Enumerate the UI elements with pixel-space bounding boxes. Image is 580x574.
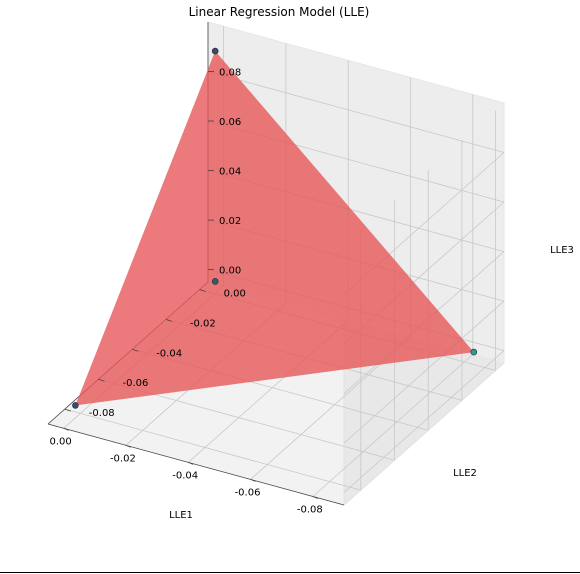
y-tick-mark: [165, 319, 173, 322]
z-grid-x-wall: [343, 300, 505, 444]
x-tick-label: -0.04: [172, 470, 198, 481]
chart-title: Linear Regression Model (LLE): [189, 5, 370, 19]
y-tick-label: 0.00: [224, 289, 246, 300]
x-tick-mark: [250, 479, 256, 482]
z-tick-label: 0.06: [219, 117, 241, 128]
z-grid-x-wall: [343, 350, 505, 493]
x-tick-mark: [188, 462, 194, 465]
z-tick-label: 0.04: [219, 167, 241, 178]
regression-surface-group: [75, 51, 474, 406]
data-point: [211, 278, 219, 285]
y-tick-label: -0.06: [123, 378, 149, 389]
y-tick-label: -0.08: [89, 408, 115, 419]
y-axis-label: LLE2: [453, 468, 477, 479]
x-tick-label: 0.00: [49, 436, 71, 447]
bottom-border: [0, 572, 580, 573]
x-grid-floor: [312, 354, 474, 497]
z-axis-label: LLE3: [550, 245, 574, 256]
data-points-group: [72, 47, 478, 409]
data-point: [72, 402, 79, 409]
y-tick-label: -0.04: [156, 348, 182, 359]
y-tick-mark: [199, 289, 206, 292]
x-tick-mark: [312, 496, 318, 499]
x-tick-label: -0.06: [235, 487, 261, 498]
z-tick-label: 0.00: [219, 266, 241, 277]
y-grid-floor: [64, 408, 361, 491]
z-tick-label: 0.08: [219, 68, 241, 79]
y-tick-mark: [98, 378, 105, 382]
data-point: [470, 348, 478, 356]
x-tick-label: -0.02: [110, 453, 136, 464]
x-tick-mark: [125, 444, 132, 448]
x-axis-line: [47, 423, 345, 506]
z-tick-label: 0.02: [219, 216, 241, 227]
x-axis-label: LLE1: [169, 510, 193, 521]
data-point: [211, 47, 219, 55]
x-tick-mark: [63, 427, 69, 431]
y-tick-mark: [64, 408, 71, 412]
tick-labels: -0.08 -0.06 -0.04 -0.02 0.00 -0.08 -0.06 -0.04 -…: [49, 68, 322, 516]
y-tick-label: -0.02: [190, 318, 216, 329]
x-tick-label: -0.08: [297, 505, 323, 516]
z-grid-y-wall: [207, 71, 505, 153]
y-tick-mark: [132, 348, 139, 352]
regression-surface-face: [75, 51, 474, 406]
